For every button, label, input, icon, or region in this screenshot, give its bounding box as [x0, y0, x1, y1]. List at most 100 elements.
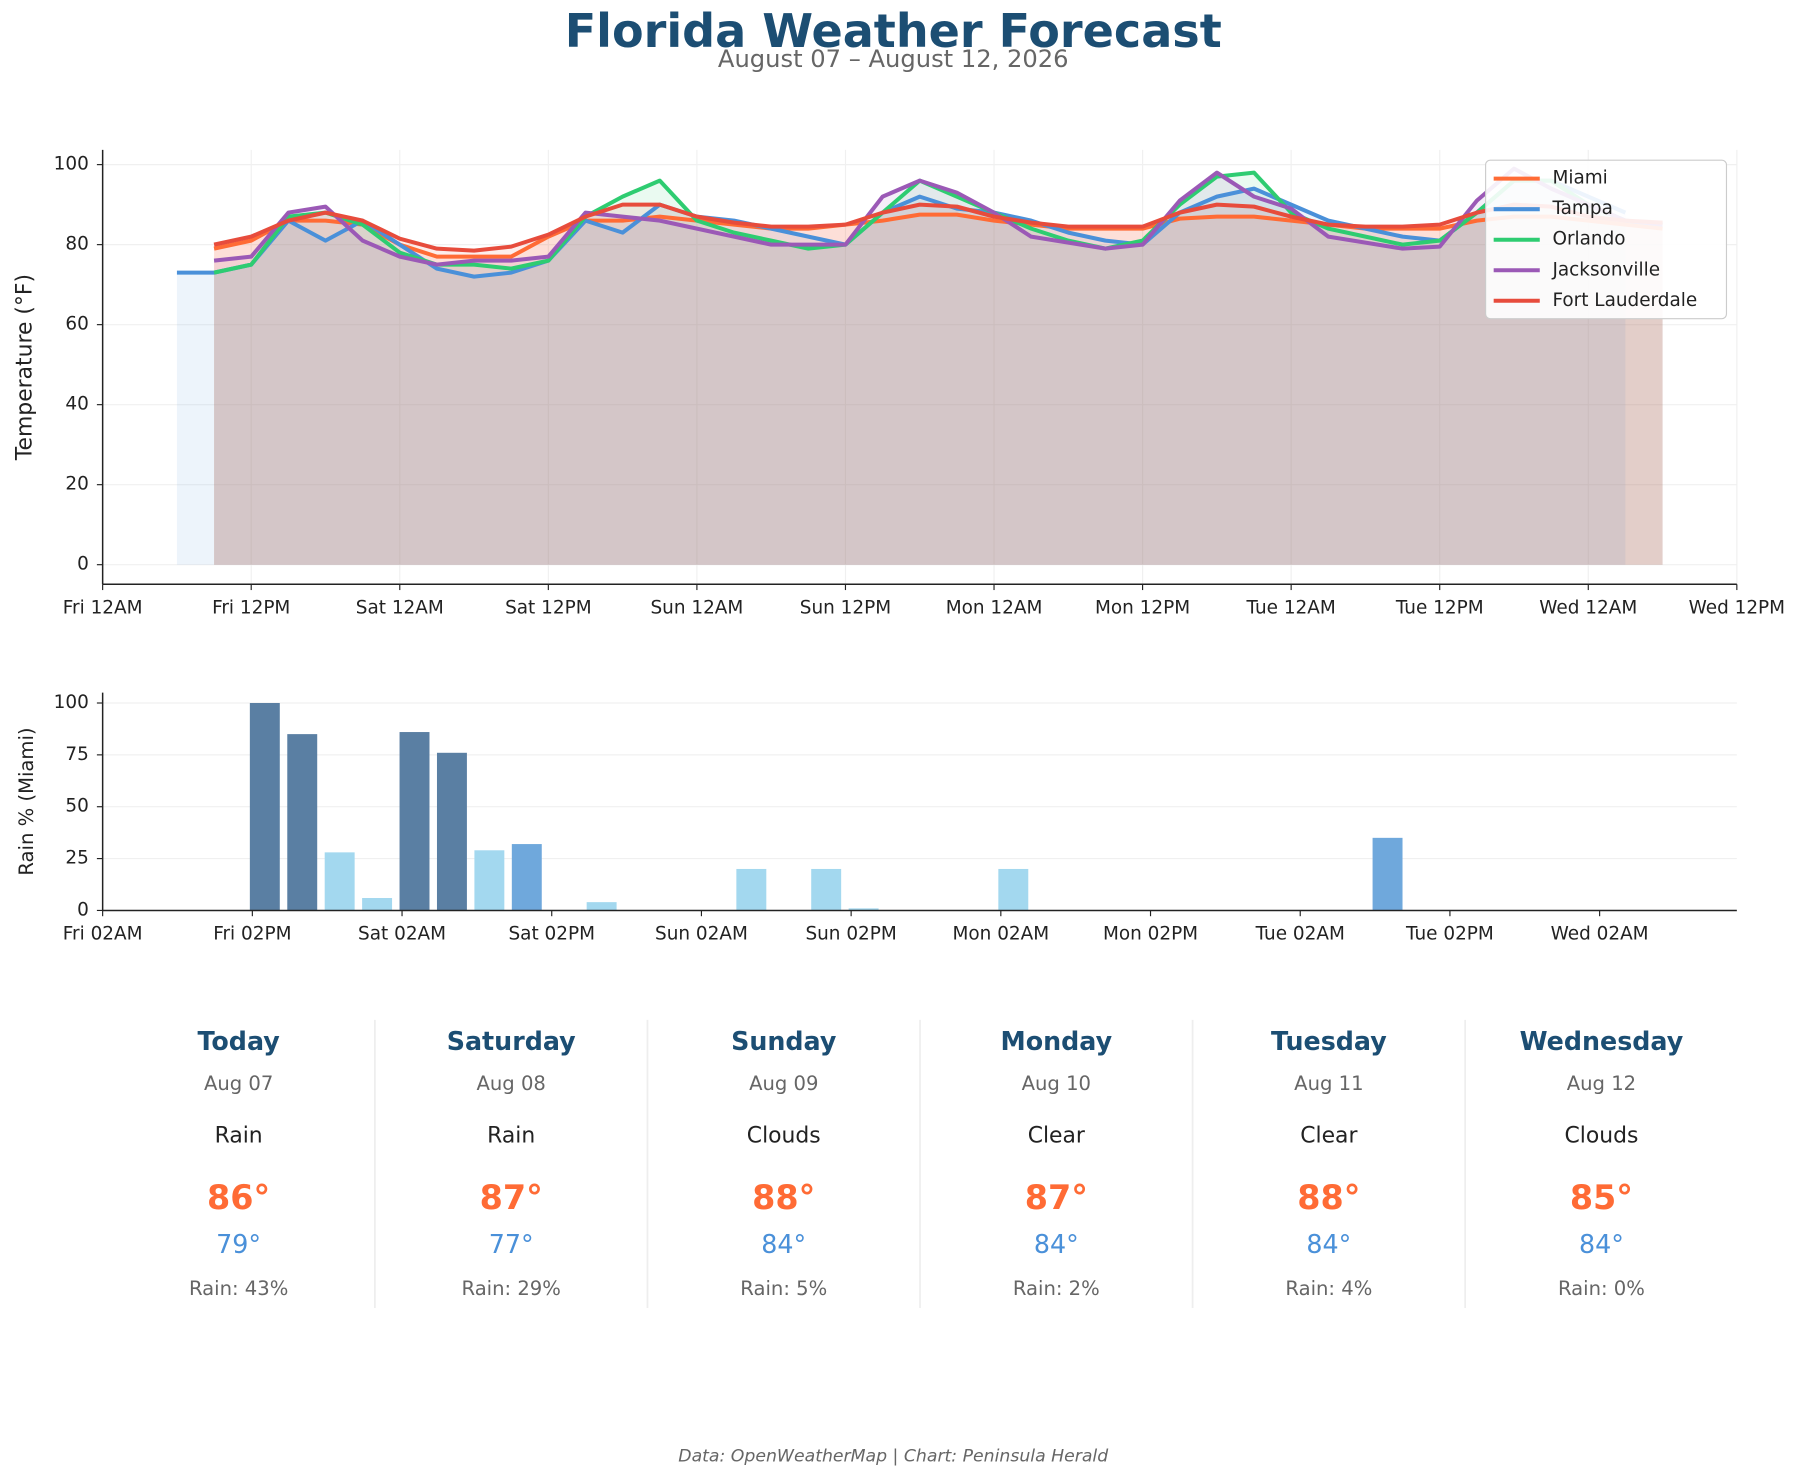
legend-label: Fort Lauderdale — [1552, 290, 1697, 311]
legend-label: Tampa — [1551, 198, 1612, 219]
x-tick-label: Sun 12AM — [650, 598, 743, 619]
x-tick-label: Tue 02AM — [1255, 924, 1345, 945]
y-axis-label: Temperature (°F) — [12, 274, 37, 461]
x-tick-label: Sat 02PM — [508, 924, 595, 945]
bar — [811, 868, 842, 911]
y-tick-label: 100 — [54, 154, 89, 175]
y-tick-label: 0 — [77, 554, 89, 575]
card-condition: Clouds — [1564, 1123, 1638, 1148]
bar — [324, 852, 355, 911]
y-tick-label: 40 — [65, 394, 88, 415]
card-date: Aug 07 — [204, 1072, 273, 1095]
card-date: Aug 09 — [749, 1072, 818, 1095]
bar — [436, 752, 467, 911]
card-rain: Rain: 43% — [189, 1277, 288, 1300]
legend-label: Orlando — [1552, 229, 1625, 250]
area — [214, 168, 1663, 565]
card-day: Today — [197, 1026, 280, 1056]
card-high: 87° — [1025, 1178, 1088, 1217]
bar — [474, 850, 505, 911]
x-tick-label: Sun 12PM — [800, 598, 891, 619]
x-tick-label: Fri 02AM — [63, 924, 143, 945]
x-tick-label: Mon 12PM — [1095, 598, 1190, 619]
bar — [362, 897, 393, 911]
area — [214, 204, 1663, 565]
y-tick-label: 60 — [65, 314, 88, 335]
y-tick-label: 100 — [54, 692, 89, 713]
x-tick-label: Tue 02PM — [1405, 924, 1494, 945]
legend-label: Miami — [1552, 168, 1607, 189]
line — [213, 202, 1663, 253]
x-tick-label: Wed 02AM — [1551, 924, 1649, 945]
card-day: Saturday — [447, 1026, 576, 1056]
card-high: 88° — [752, 1178, 815, 1217]
legend-label: Jacksonville — [1551, 259, 1660, 280]
bar — [287, 734, 318, 911]
subtitle: August 07 – August 12, 2026 — [718, 45, 1069, 73]
card-date: Aug 11 — [1294, 1072, 1363, 1095]
card-day: Wednesday — [1520, 1026, 1684, 1056]
area — [176, 180, 1626, 565]
x-tick-label: Sun 02PM — [805, 924, 896, 945]
footer: Data: OpenWeatherMap | Chart: Peninsula … — [678, 1447, 1109, 1467]
y-tick-label: 20 — [65, 474, 88, 495]
x-tick-label: Sun 02AM — [655, 924, 748, 945]
card-low: 84° — [1579, 1229, 1624, 1259]
x-tick-label: Wed 12PM — [1689, 598, 1785, 619]
card-low: 84° — [761, 1229, 806, 1259]
bar — [399, 732, 430, 911]
card-condition: Rain — [215, 1123, 263, 1148]
x-tick-label: Tue 12PM — [1395, 598, 1484, 619]
card-condition: Clear — [1028, 1123, 1085, 1148]
card-condition: Clouds — [747, 1123, 821, 1148]
area — [214, 172, 1663, 565]
x-tick-label: Sat 02AM — [358, 924, 446, 945]
area — [214, 214, 1663, 565]
x-tick-label: Fri 02PM — [213, 924, 291, 945]
title: Florida Weather Forecast — [565, 4, 1222, 58]
legend-box — [1485, 159, 1728, 320]
x-tick-label: Sat 12PM — [505, 598, 592, 619]
card-day: Tuesday — [1271, 1026, 1387, 1056]
line — [213, 212, 1663, 259]
bar — [1372, 837, 1403, 911]
y-tick-label: 25 — [65, 848, 88, 869]
bar — [511, 844, 542, 911]
bar — [848, 908, 879, 911]
card-high: 88° — [1297, 1178, 1360, 1217]
x-tick-label: Mon 12AM — [946, 598, 1043, 619]
x-tick-label: Fri 12PM — [212, 598, 290, 619]
x-tick-label: Fri 12AM — [63, 598, 143, 619]
card-date: Aug 10 — [1022, 1072, 1091, 1095]
card-day: Monday — [1000, 1026, 1112, 1056]
card-condition: Rain — [487, 1123, 535, 1148]
card-high: 86° — [207, 1178, 270, 1217]
card-day: Sunday — [731, 1026, 837, 1056]
card-rain: Rain: 4% — [1285, 1277, 1372, 1300]
y-tick-label: 0 — [77, 899, 89, 920]
card-high: 87° — [480, 1178, 543, 1217]
y-tick-label: 50 — [65, 796, 88, 817]
x-tick-label: Mon 02AM — [953, 924, 1050, 945]
bar — [736, 868, 767, 911]
card-high: 85° — [1570, 1178, 1633, 1217]
x-tick-label: Tue 12AM — [1246, 598, 1336, 619]
card-rain: Rain: 0% — [1558, 1277, 1645, 1300]
y-axis-label: Rain % (Miami) — [15, 727, 38, 875]
bar — [998, 868, 1029, 911]
card-date: Aug 08 — [477, 1072, 546, 1095]
bar — [586, 902, 617, 911]
card-date: Aug 12 — [1567, 1072, 1636, 1095]
y-tick-label: 75 — [65, 744, 88, 765]
card-rain: Rain: 5% — [740, 1277, 827, 1300]
card-condition: Clear — [1300, 1123, 1357, 1148]
x-tick-label: Mon 02PM — [1103, 924, 1198, 945]
y-tick-label: 80 — [65, 234, 88, 255]
card-rain: Rain: 29% — [462, 1277, 561, 1300]
x-tick-label: Wed 12AM — [1539, 598, 1637, 619]
card-low: 84° — [1034, 1229, 1079, 1259]
card-low: 79° — [216, 1229, 261, 1259]
card-low: 84° — [1306, 1229, 1351, 1259]
